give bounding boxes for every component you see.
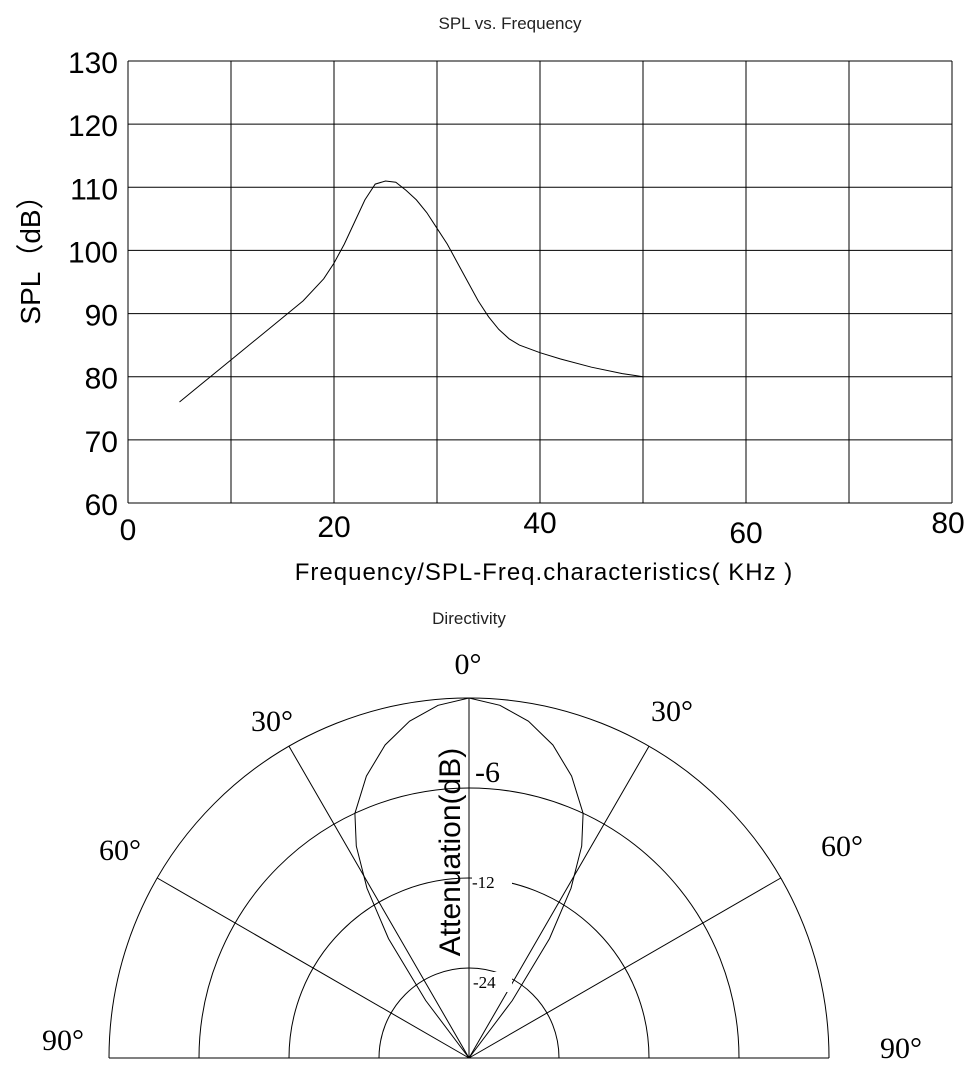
polar-spoke — [468, 877, 782, 1059]
spl-y-tick-labels: 60 70 80 90 100 110 120 130 — [68, 47, 118, 522]
spl-chart-title: SPL vs. Frequency — [439, 14, 582, 33]
ring-label-6-bg — [474, 758, 522, 786]
spl-x-tick-label: 40 — [523, 507, 556, 540]
spl-y-tick-label: 70 — [85, 426, 118, 459]
attenuation-axis-label: Attenuation(dB) — [434, 748, 467, 956]
spl-x-tick-label: 80 — [931, 507, 964, 540]
directivity-pattern — [354, 697, 584, 1059]
ring-label-24-bg — [472, 972, 512, 992]
spl-x-axis-label: Frequency/SPL-Freq.characteristics( KHz … — [295, 559, 793, 586]
spl-grid — [127, 60, 953, 504]
directivity-title: Directivity — [432, 609, 506, 628]
spl-y-tick-label: 90 — [85, 300, 118, 333]
ring-label-12: -12 — [472, 873, 495, 892]
polar-spoke — [468, 745, 650, 1059]
angle-label-60-right: 60° — [821, 830, 863, 863]
spl-series-line — [179, 180, 644, 403]
spl-chart: SPL vs. Frequency 60 70 80 90 100 110 120 130 0… — [15, 14, 965, 586]
polar-grid — [108, 697, 830, 1059]
spl-x-tick-label: 20 — [317, 511, 350, 544]
spl-y-tick-label: 130 — [68, 47, 118, 80]
ring-label-24: -24 — [473, 973, 496, 992]
angle-label-30-left: 30° — [251, 705, 293, 738]
spl-x-tick-label: 60 — [729, 517, 762, 550]
spl-x-tick-labels: 0 20 40 60 80 — [120, 507, 965, 550]
angle-label-30-right: 30° — [651, 695, 693, 728]
spl-y-axis-label: SPL（dB） — [15, 181, 46, 324]
spl-y-tick-label: 80 — [85, 363, 118, 396]
polar-spoke — [288, 745, 470, 1059]
angle-label-60-left: 60° — [99, 834, 141, 867]
polar-spoke — [156, 877, 470, 1059]
spl-x-tick-label: 0 — [120, 514, 137, 547]
ring-label-6: -6 — [475, 756, 500, 789]
directivity-chart: Directivity 0° 30° 30° 60° 60° 90° 90° -… — [42, 609, 922, 1065]
spl-y-tick-label: 110 — [70, 173, 118, 206]
angle-label-90-left: 90° — [42, 1024, 84, 1057]
angle-label-0: 0° — [455, 648, 482, 681]
spl-y-tick-label: 60 — [85, 489, 118, 522]
spl-y-tick-label: 120 — [68, 110, 118, 143]
ring-label-12-bg — [472, 872, 512, 892]
spl-y-tick-label: 100 — [68, 236, 118, 269]
angle-label-90-right: 90° — [880, 1032, 922, 1065]
